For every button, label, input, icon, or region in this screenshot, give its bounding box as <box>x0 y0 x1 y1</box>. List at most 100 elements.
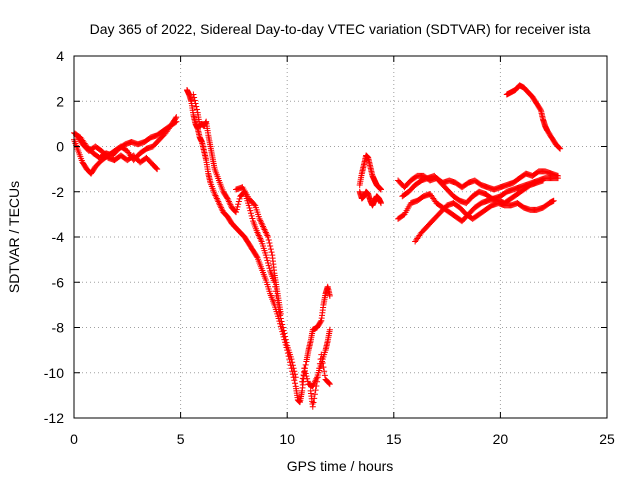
data-point <box>292 374 299 381</box>
data-point <box>235 198 242 205</box>
data-point <box>264 257 271 264</box>
data-point <box>283 339 290 346</box>
data-point <box>299 378 306 385</box>
x-tick-label: 5 <box>177 431 185 447</box>
series-4 <box>183 86 308 406</box>
data-point <box>540 177 547 184</box>
data-point <box>378 186 385 193</box>
data-point <box>236 195 243 202</box>
data-point <box>233 206 240 213</box>
data-point <box>289 362 296 369</box>
data-point <box>278 318 285 325</box>
series-2 <box>71 114 180 177</box>
x-tick-label: 20 <box>493 431 509 447</box>
data-point <box>192 100 199 107</box>
data-point <box>292 371 299 378</box>
data-point <box>279 321 286 328</box>
y-tick-label: 2 <box>56 93 64 109</box>
data-points <box>71 82 564 410</box>
data-point <box>315 369 322 376</box>
series-8 <box>301 326 333 390</box>
data-point <box>301 367 308 374</box>
data-point <box>280 327 287 334</box>
data-point <box>266 240 273 247</box>
data-point <box>268 249 275 256</box>
data-point <box>234 203 241 210</box>
x-tick-label: 15 <box>386 431 402 447</box>
data-point <box>302 361 309 368</box>
data-point <box>193 103 200 110</box>
data-point <box>304 375 311 382</box>
data-point <box>265 260 272 267</box>
data-point <box>266 265 273 272</box>
data-point <box>319 355 326 362</box>
data-point <box>265 262 272 269</box>
data-point <box>314 378 321 385</box>
data-point <box>326 326 333 333</box>
data-point <box>317 318 324 325</box>
data-point <box>318 351 325 358</box>
data-point <box>309 403 316 410</box>
data-point <box>233 209 240 216</box>
y-tick-label: -2 <box>52 184 65 200</box>
data-point <box>554 175 561 182</box>
data-point <box>279 324 286 331</box>
chart-title: Day 365 of 2022, Sidereal Day-to-day VTE… <box>90 21 591 37</box>
y-tick-label: -8 <box>52 320 65 336</box>
data-point <box>310 399 317 406</box>
data-point <box>320 364 327 371</box>
data-point <box>304 378 311 385</box>
series-5 <box>190 91 299 381</box>
y-tick-label: -12 <box>44 410 64 426</box>
series-16 <box>503 82 564 152</box>
data-point <box>550 197 557 204</box>
data-point <box>265 234 272 240</box>
data-point <box>267 246 274 253</box>
data-point <box>311 391 318 398</box>
data-point <box>316 365 323 372</box>
data-point <box>191 94 198 101</box>
data-point <box>326 381 333 388</box>
data-point <box>326 292 333 299</box>
data-point <box>311 395 318 402</box>
data-point <box>321 372 328 379</box>
data-point <box>321 368 328 375</box>
data-point <box>263 254 270 261</box>
series-15 <box>399 172 547 207</box>
series-3 <box>73 132 161 173</box>
data-point <box>246 204 253 211</box>
data-point <box>291 368 298 375</box>
data-point <box>172 115 179 122</box>
data-point <box>289 359 296 366</box>
data-point <box>190 91 197 98</box>
data-point <box>302 370 309 377</box>
data-point <box>247 207 254 214</box>
data-point <box>235 201 242 208</box>
data-point <box>193 106 200 113</box>
x-axis-title: GPS time / hours <box>287 458 394 474</box>
x-tick-label: 25 <box>599 431 615 447</box>
data-point <box>288 356 295 363</box>
data-point <box>301 365 308 372</box>
data-point <box>281 330 288 337</box>
data-point <box>303 373 310 380</box>
x-tick-label: 10 <box>279 431 295 447</box>
series-6 <box>233 184 284 317</box>
x-tick-label: 0 <box>70 431 78 447</box>
data-point <box>556 145 563 152</box>
data-point <box>247 210 254 217</box>
data-point <box>191 97 198 104</box>
data-point <box>223 194 230 201</box>
data-point <box>282 333 289 340</box>
data-point <box>245 202 252 209</box>
data-point <box>312 387 319 394</box>
data-point <box>316 360 323 367</box>
data-point <box>267 243 274 250</box>
data-point <box>251 201 258 208</box>
data-point <box>173 114 180 121</box>
series-11 <box>356 188 385 209</box>
data-point <box>319 359 326 366</box>
data-point <box>290 365 297 372</box>
